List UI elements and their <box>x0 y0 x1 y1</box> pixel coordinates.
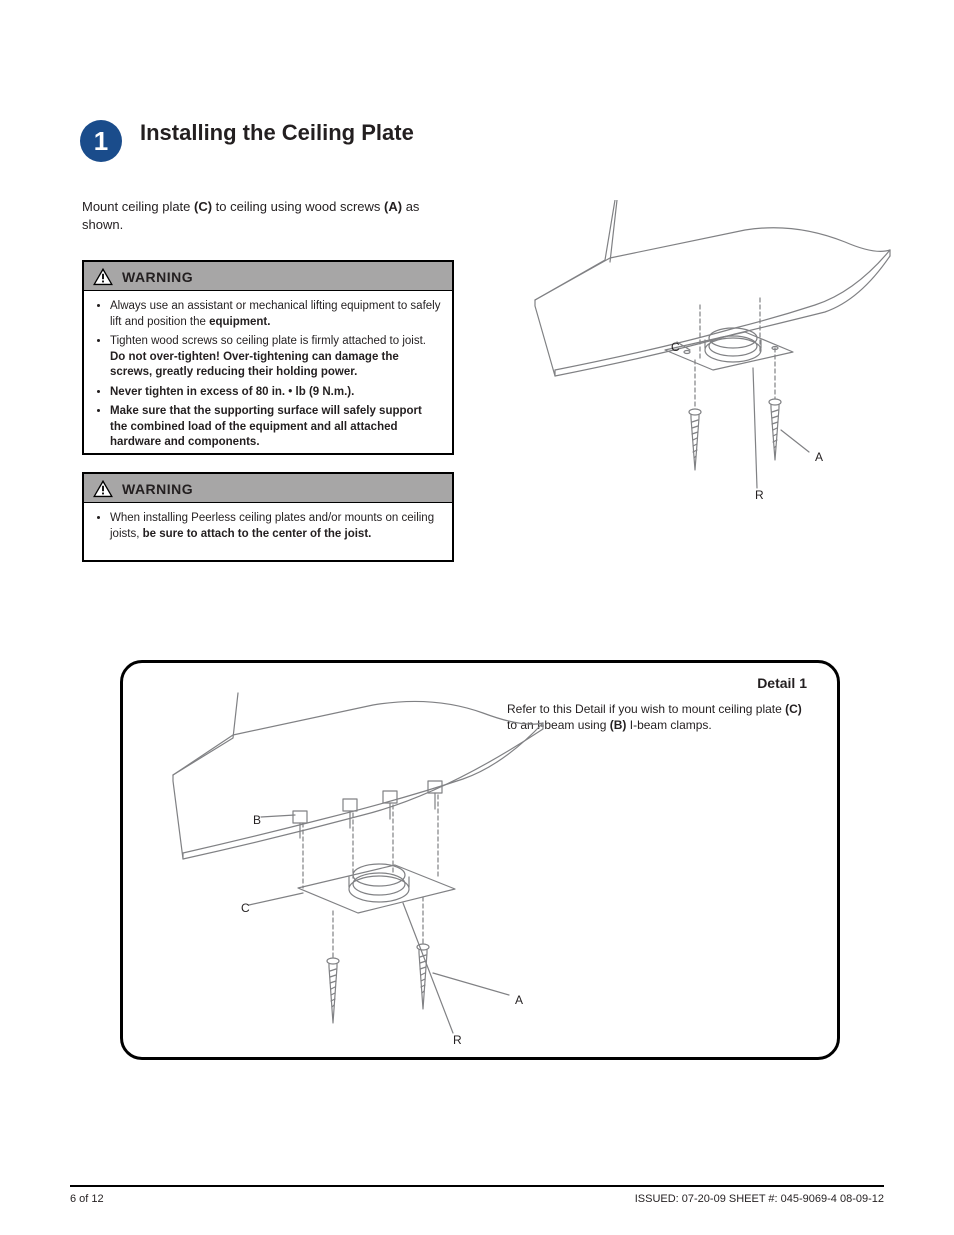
figure-label-a: A <box>815 450 823 464</box>
warning1-bullet-0: Always use an assistant or mechanical li… <box>110 299 442 330</box>
warning-box-1: WARNING Always use an assistant or mecha… <box>82 260 454 455</box>
detail-label-c: C <box>241 901 250 915</box>
intro-text: Mount ceiling plate (C) to ceiling using… <box>82 198 442 233</box>
warning-icon <box>92 267 114 286</box>
warning-body-2: When installing Peerless ceiling plates … <box>84 503 452 556</box>
warning2-bullet-0: When installing Peerless ceiling plates … <box>110 511 442 542</box>
figure-label-r: R <box>755 488 764 502</box>
footer-sheet-info: ISSUED: 07-20-09 SHEET #: 045-9069-4 08-… <box>635 1193 884 1205</box>
warning1-bullet-1: Tighten wood screws so ceiling plate is … <box>110 334 442 381</box>
footer-page-number: 6 of 12 <box>70 1193 104 1205</box>
detail-figure: B C A R <box>143 683 573 1043</box>
detail-title: Detail 1 <box>757 675 807 691</box>
warning1-bullet-3: Make sure that the supporting surface wi… <box>110 404 442 451</box>
page-footer: 6 of 12 ISSUED: 07-20-09 SHEET #: 045-90… <box>70 1185 884 1205</box>
warning-box-2: WARNING When installing Peerless ceiling… <box>82 472 454 562</box>
warning-header-text-2: WARNING <box>122 481 193 497</box>
intro-mid: to ceiling using wood screws <box>212 199 384 214</box>
intro-part-a: (A) <box>384 199 402 214</box>
warning-body-1: Always use an assistant or mechanical li… <box>84 291 452 465</box>
detail-panel: Detail 1 Refer to this Detail if you wis… <box>120 660 840 1060</box>
section-title: Installing the Ceiling Plate <box>140 120 414 146</box>
intro-prefix: Mount ceiling plate <box>82 199 194 214</box>
step-number: 1 <box>94 126 108 157</box>
top-figure: C A R <box>495 200 895 490</box>
warning1-bullet-2: Never tighten in excess of 80 in. • lb (… <box>110 385 442 401</box>
detail-label-a: A <box>515 993 523 1007</box>
warning-icon <box>92 479 114 498</box>
warning-header-2: WARNING <box>84 474 452 503</box>
detail-label-b: B <box>253 813 261 827</box>
figure-label-c: C <box>671 340 680 354</box>
detail-label-r: R <box>453 1033 462 1047</box>
warning-header-1: WARNING <box>84 262 452 291</box>
page: 1 Installing the Ceiling Plate Mount cei… <box>0 0 954 1235</box>
step-number-badge: 1 <box>80 120 122 162</box>
intro-part-c: (C) <box>194 199 212 214</box>
warning-header-text-1: WARNING <box>122 269 193 285</box>
ibeam-illustration <box>143 683 573 1043</box>
ceiling-illustration <box>495 200 895 490</box>
